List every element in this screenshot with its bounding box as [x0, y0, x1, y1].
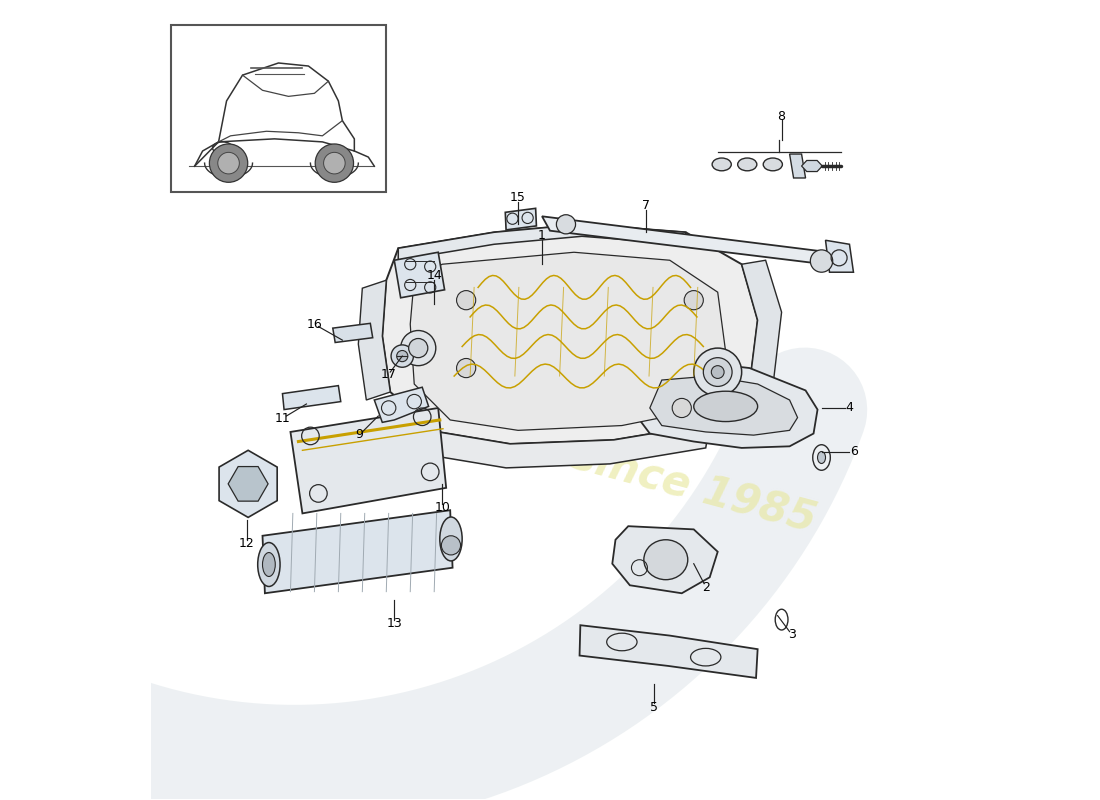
Text: 5: 5 — [650, 701, 658, 714]
Text: 11: 11 — [275, 412, 290, 425]
Text: 13: 13 — [386, 617, 403, 630]
Polygon shape — [359, 280, 390, 400]
Ellipse shape — [817, 451, 825, 463]
Ellipse shape — [694, 391, 758, 422]
Ellipse shape — [644, 540, 688, 580]
Ellipse shape — [440, 517, 462, 561]
Text: autoparts: autoparts — [421, 387, 583, 421]
Polygon shape — [650, 376, 798, 435]
Polygon shape — [283, 386, 341, 410]
Text: 15: 15 — [510, 191, 526, 205]
Circle shape — [684, 290, 703, 310]
Polygon shape — [505, 208, 537, 230]
Polygon shape — [333, 323, 373, 342]
Polygon shape — [410, 252, 726, 430]
Circle shape — [441, 536, 461, 555]
Polygon shape — [613, 526, 717, 594]
Ellipse shape — [257, 542, 280, 586]
Polygon shape — [741, 260, 782, 384]
Circle shape — [408, 338, 428, 358]
Polygon shape — [374, 387, 429, 422]
Circle shape — [456, 358, 475, 378]
Text: 7: 7 — [641, 199, 650, 213]
Polygon shape — [638, 362, 817, 448]
Ellipse shape — [763, 158, 782, 170]
Polygon shape — [383, 224, 758, 444]
Ellipse shape — [712, 158, 732, 170]
Circle shape — [397, 350, 408, 362]
Circle shape — [392, 345, 414, 367]
Circle shape — [209, 144, 248, 182]
Text: 10: 10 — [434, 501, 450, 514]
Text: 4: 4 — [846, 402, 854, 414]
Text: 14: 14 — [427, 270, 442, 282]
Text: 8: 8 — [778, 110, 785, 123]
FancyBboxPatch shape — [170, 25, 386, 192]
Circle shape — [456, 290, 475, 310]
Text: 2: 2 — [702, 581, 710, 594]
Circle shape — [703, 358, 733, 386]
Polygon shape — [263, 510, 452, 594]
Circle shape — [694, 348, 741, 396]
Text: 6: 6 — [850, 446, 858, 458]
Polygon shape — [394, 252, 444, 298]
Text: 3: 3 — [788, 628, 795, 641]
Circle shape — [316, 144, 353, 182]
Text: 12: 12 — [239, 537, 254, 550]
Circle shape — [323, 152, 345, 174]
Text: euroclassic: euroclassic — [399, 322, 733, 374]
Ellipse shape — [263, 553, 275, 577]
Circle shape — [672, 398, 692, 418]
Ellipse shape — [738, 158, 757, 170]
Text: 17: 17 — [381, 369, 396, 382]
Polygon shape — [790, 154, 805, 178]
Polygon shape — [825, 240, 854, 272]
Polygon shape — [219, 450, 277, 518]
Polygon shape — [290, 408, 447, 514]
Circle shape — [400, 330, 436, 366]
Text: 9: 9 — [355, 428, 363, 442]
Circle shape — [557, 214, 575, 234]
Text: 16: 16 — [306, 318, 322, 330]
Polygon shape — [802, 161, 823, 171]
Polygon shape — [434, 424, 710, 468]
Polygon shape — [580, 626, 758, 678]
Polygon shape — [542, 216, 837, 266]
Circle shape — [811, 250, 833, 272]
Circle shape — [218, 152, 240, 174]
Polygon shape — [228, 466, 268, 501]
Text: since 1985: since 1985 — [566, 435, 821, 541]
Text: 1: 1 — [538, 230, 546, 242]
Polygon shape — [398, 224, 685, 260]
Circle shape — [712, 366, 724, 378]
